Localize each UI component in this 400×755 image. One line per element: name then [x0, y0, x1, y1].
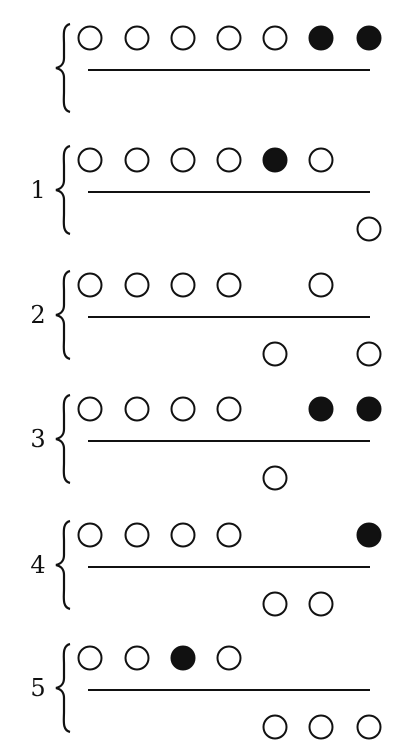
open-bead — [262, 591, 288, 617]
open-bead — [216, 25, 242, 51]
open-bead — [308, 147, 334, 173]
row-label: 4 — [30, 551, 45, 579]
open-bead — [124, 396, 150, 422]
open-bead — [77, 25, 103, 51]
open-bead — [308, 714, 334, 740]
open-bead — [170, 272, 196, 298]
open-bead — [262, 465, 288, 491]
open-bead — [124, 522, 150, 548]
open-bead — [170, 147, 196, 173]
open-bead — [216, 645, 242, 671]
open-bead — [170, 522, 196, 548]
open-bead — [262, 714, 288, 740]
row-brace — [55, 642, 71, 734]
open-bead — [170, 25, 196, 51]
row-brace — [55, 269, 71, 361]
open-bead — [216, 522, 242, 548]
open-bead — [77, 147, 103, 173]
row-label: 2 — [30, 301, 45, 329]
row-label: 3 — [30, 425, 45, 453]
row-label: 1 — [30, 176, 45, 204]
row-brace — [55, 144, 71, 236]
open-bead — [356, 216, 382, 242]
open-bead — [216, 272, 242, 298]
row-brace — [55, 519, 71, 611]
open-bead — [124, 25, 150, 51]
open-bead — [308, 272, 334, 298]
open-bead — [77, 645, 103, 671]
filled-bead — [170, 645, 196, 671]
open-bead — [170, 396, 196, 422]
open-bead — [308, 591, 334, 617]
filled-bead — [356, 522, 382, 548]
filled-bead — [308, 25, 334, 51]
open-bead — [124, 147, 150, 173]
filled-bead — [356, 25, 382, 51]
row-brace — [55, 393, 71, 485]
filled-bead — [308, 396, 334, 422]
open-bead — [124, 272, 150, 298]
open-bead — [262, 25, 288, 51]
row-label: 5 — [30, 674, 45, 702]
filled-bead — [356, 396, 382, 422]
open-bead — [356, 714, 382, 740]
filled-bead — [262, 147, 288, 173]
open-bead — [356, 341, 382, 367]
open-bead — [216, 396, 242, 422]
row-brace — [55, 22, 71, 114]
open-bead — [124, 645, 150, 671]
open-bead — [77, 522, 103, 548]
open-bead — [77, 272, 103, 298]
open-bead — [216, 147, 242, 173]
open-bead — [262, 341, 288, 367]
open-bead — [77, 396, 103, 422]
